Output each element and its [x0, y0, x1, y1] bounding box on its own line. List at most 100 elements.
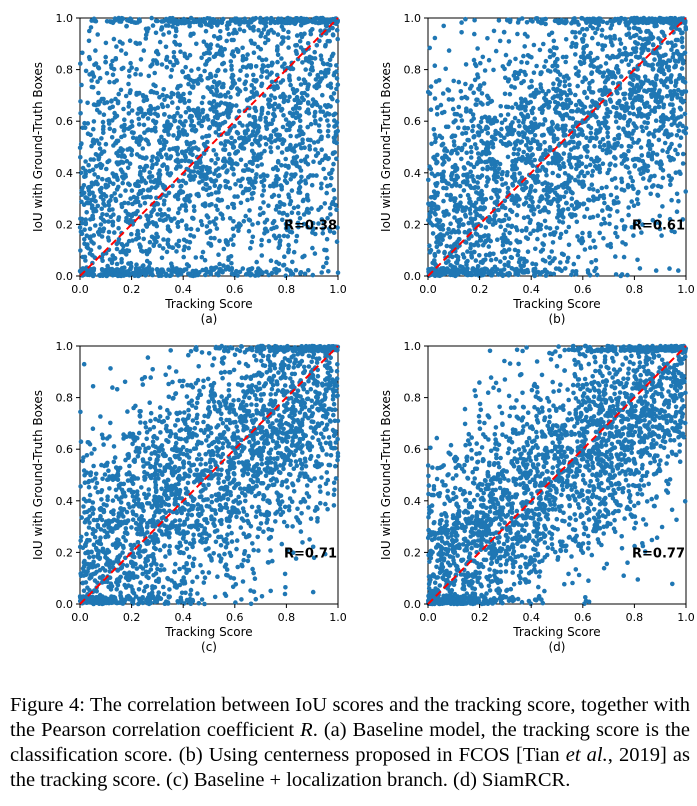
data-point	[334, 27, 340, 33]
data-point	[477, 130, 482, 136]
data-point	[671, 109, 676, 115]
data-point	[109, 99, 114, 104]
data-point	[558, 96, 564, 101]
data-point	[334, 239, 340, 244]
data-point	[629, 199, 634, 204]
data-point	[176, 160, 181, 165]
data-point	[630, 178, 635, 184]
data-point	[468, 272, 474, 277]
data-point	[657, 213, 662, 219]
data-point	[533, 246, 538, 252]
data-point	[246, 228, 252, 234]
data-point	[178, 83, 183, 89]
x-tick-label: 1.0	[329, 283, 347, 296]
data-point	[191, 216, 196, 221]
data-point	[223, 159, 229, 164]
data-point	[254, 92, 260, 97]
data-point	[229, 67, 234, 72]
data-point	[93, 48, 98, 53]
data-point	[328, 94, 334, 100]
data-point	[281, 113, 286, 118]
data-point	[482, 197, 488, 202]
data-point	[106, 177, 111, 182]
data-point	[521, 117, 527, 122]
data-point	[525, 128, 530, 133]
data-point	[287, 75, 292, 81]
y-tick-label: 0.4	[56, 167, 74, 180]
data-point	[252, 125, 257, 130]
data-point	[324, 23, 330, 29]
data-point	[310, 245, 315, 251]
data-point	[308, 173, 313, 178]
data-point	[660, 116, 666, 121]
data-point	[510, 105, 515, 110]
data-point	[559, 114, 565, 119]
data-point	[562, 171, 568, 176]
data-point	[217, 112, 223, 118]
data-point	[541, 242, 546, 248]
data-point	[549, 182, 554, 188]
data-point	[154, 161, 159, 167]
data-point	[183, 20, 188, 26]
data-point	[637, 106, 643, 111]
data-point	[626, 26, 632, 31]
data-point	[674, 133, 680, 138]
data-point	[680, 151, 686, 157]
data-point	[453, 118, 458, 123]
data-point	[645, 115, 651, 120]
data-point	[154, 201, 159, 206]
data-point	[123, 172, 128, 178]
data-point	[332, 111, 338, 117]
data-point	[516, 203, 521, 208]
data-point	[635, 201, 641, 207]
data-point	[85, 121, 91, 126]
data-point	[259, 162, 265, 167]
data-point	[259, 81, 265, 87]
data-point	[106, 121, 112, 126]
data-point	[290, 259, 295, 265]
data-point	[148, 213, 153, 219]
data-point	[226, 115, 231, 120]
data-point	[167, 124, 173, 129]
data-point	[322, 70, 327, 75]
data-point	[479, 152, 484, 157]
data-point	[469, 220, 475, 226]
data-point	[324, 190, 330, 196]
data-point	[282, 19, 288, 24]
data-point	[231, 233, 236, 238]
data-point	[546, 161, 551, 166]
data-point	[498, 224, 503, 229]
data-point	[661, 71, 667, 77]
data-point	[623, 16, 628, 22]
data-point	[675, 151, 680, 157]
data-point	[305, 124, 311, 130]
data-point	[585, 270, 591, 275]
data-point	[236, 225, 242, 230]
data-point	[114, 272, 119, 277]
data-point	[280, 217, 285, 223]
data-point	[196, 147, 201, 152]
data-point	[608, 39, 614, 45]
data-point	[297, 38, 303, 44]
data-point	[164, 249, 170, 255]
data-point	[219, 212, 225, 218]
data-point	[260, 57, 265, 63]
data-point	[296, 210, 301, 216]
data-point	[87, 251, 93, 256]
data-point	[103, 40, 109, 46]
data-point	[547, 226, 553, 231]
data-point	[141, 122, 147, 128]
data-point	[192, 129, 198, 134]
data-point	[159, 273, 164, 278]
data-point	[119, 124, 124, 129]
data-point	[433, 136, 439, 141]
data-point	[546, 194, 551, 199]
data-point	[605, 88, 611, 93]
data-point	[677, 143, 682, 148]
data-point	[257, 212, 263, 217]
data-point	[304, 209, 309, 214]
y-tick-label: 0.6	[56, 115, 74, 128]
data-point	[321, 19, 326, 24]
data-point	[157, 39, 163, 45]
data-point	[181, 91, 186, 97]
